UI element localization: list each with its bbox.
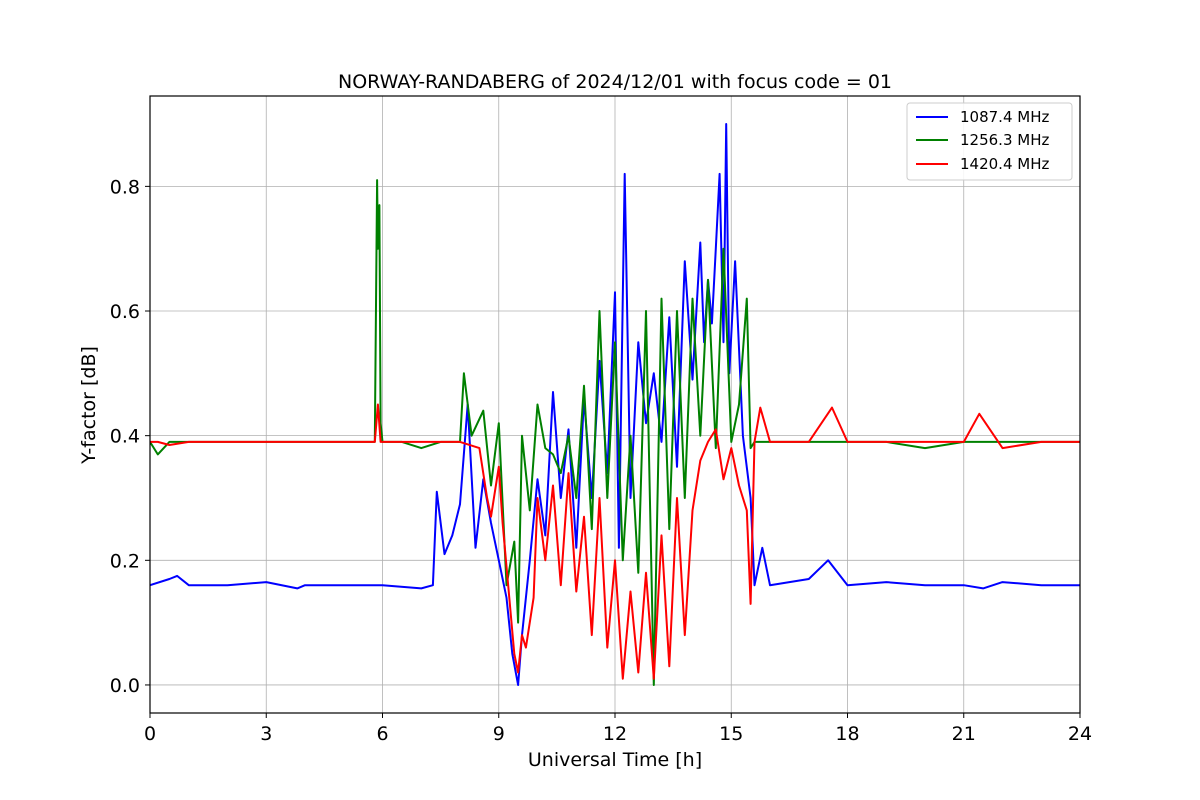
- y-axis-label: Y-factor [dB]: [78, 346, 100, 465]
- x-tick-label: 6: [376, 723, 388, 745]
- x-tick-label: 9: [493, 723, 505, 745]
- x-axis: 0 3 6 9 12 15 18 21 24: [144, 713, 1092, 745]
- y-axis: 0.0 0.2 0.4 0.6 0.8: [110, 176, 150, 697]
- legend-label-1420: 1420.4 MHz: [960, 155, 1049, 173]
- x-tick-label: 21: [952, 723, 976, 745]
- x-tick-label: 3: [260, 723, 272, 745]
- y-tick-label: 0.0: [110, 675, 140, 697]
- x-tick-label: 18: [835, 723, 859, 745]
- series-layer: [150, 123, 1080, 686]
- grid: [149, 96, 1081, 713]
- x-tick-label: 12: [603, 723, 627, 745]
- x-axis-label: Universal Time [h]: [528, 749, 702, 771]
- chart-title: NORWAY-RANDABERG of 2024/12/01 with focu…: [338, 71, 892, 93]
- x-tick-label: 15: [719, 723, 743, 745]
- y-tick-label: 0.4: [110, 426, 140, 448]
- legend-label-1256: 1256.3 MHz: [960, 131, 1049, 149]
- y-tick-label: 0.6: [110, 301, 140, 323]
- legend-label-1087: 1087.4 MHz: [960, 108, 1049, 126]
- series-line-1087-4-mhz: [150, 123, 1080, 686]
- x-tick-label: 0: [144, 723, 156, 745]
- y-tick-label: 0.2: [110, 550, 140, 572]
- x-tick-label: 24: [1068, 723, 1092, 745]
- legend: 1087.4 MHz 1256.3 MHz 1420.4 MHz: [906, 102, 1073, 181]
- legend-box: [906, 102, 1073, 181]
- series-line-1256-3-mhz: [150, 179, 1080, 686]
- y-tick-label: 0.8: [110, 176, 140, 198]
- series-line-1420-4-mhz: [150, 403, 1080, 680]
